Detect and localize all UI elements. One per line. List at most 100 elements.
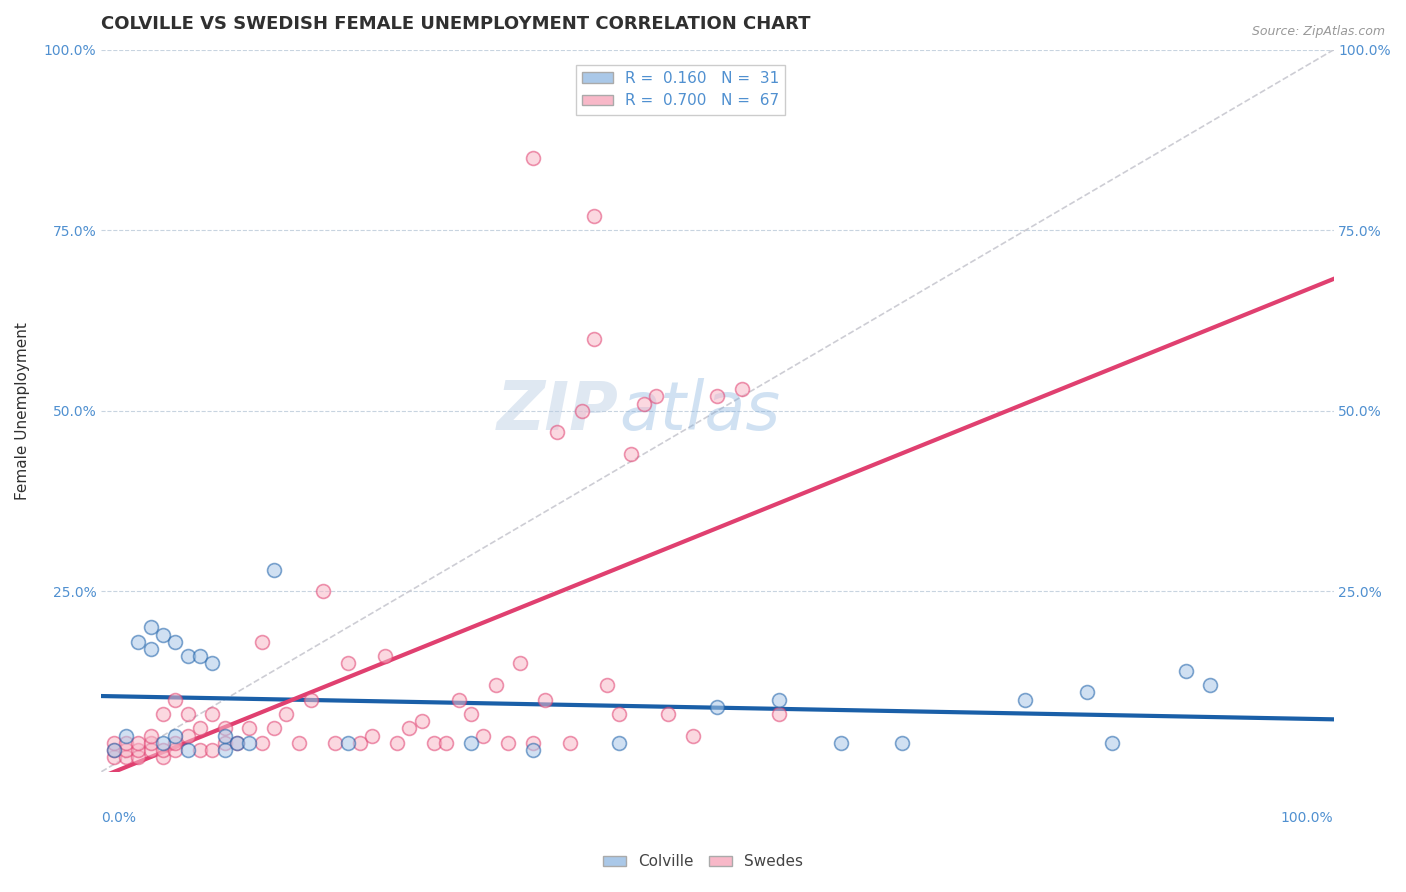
Point — [127, 743, 149, 757]
Point — [201, 657, 224, 671]
Point — [176, 706, 198, 721]
Point — [522, 743, 544, 757]
Point — [250, 634, 273, 648]
Point — [214, 722, 236, 736]
Point — [633, 396, 655, 410]
Point — [830, 736, 852, 750]
Point — [152, 627, 174, 641]
Point — [103, 750, 125, 764]
Point — [225, 736, 247, 750]
Point — [127, 634, 149, 648]
Text: atlas: atlas — [619, 378, 780, 443]
Point — [485, 678, 508, 692]
Point — [139, 642, 162, 657]
Point — [558, 736, 581, 750]
Point — [546, 425, 568, 440]
Point — [583, 332, 606, 346]
Point — [214, 743, 236, 757]
Point — [250, 736, 273, 750]
Point — [571, 404, 593, 418]
Point — [139, 736, 162, 750]
Point — [509, 657, 531, 671]
Point — [1014, 692, 1036, 706]
Point — [201, 743, 224, 757]
Point — [263, 722, 285, 736]
Point — [336, 736, 359, 750]
Point — [152, 736, 174, 750]
Point — [139, 729, 162, 743]
Point — [472, 729, 495, 743]
Point — [460, 706, 482, 721]
Text: Source: ZipAtlas.com: Source: ZipAtlas.com — [1251, 25, 1385, 38]
Point — [165, 634, 187, 648]
Point — [287, 736, 309, 750]
Point — [706, 389, 728, 403]
Point — [152, 750, 174, 764]
Point — [447, 692, 470, 706]
Point — [263, 563, 285, 577]
Point — [361, 729, 384, 743]
Point — [225, 736, 247, 750]
Point — [374, 649, 396, 664]
Point — [214, 736, 236, 750]
Point — [325, 736, 347, 750]
Point — [1101, 736, 1123, 750]
Point — [176, 743, 198, 757]
Point — [1076, 685, 1098, 699]
Point — [299, 692, 322, 706]
Point — [1174, 664, 1197, 678]
Text: ZIP: ZIP — [496, 378, 619, 443]
Point — [891, 736, 914, 750]
Point — [583, 209, 606, 223]
Point — [682, 729, 704, 743]
Point — [657, 706, 679, 721]
Point — [1199, 678, 1222, 692]
Point — [349, 736, 371, 750]
Point — [103, 743, 125, 757]
Point — [165, 692, 187, 706]
Point — [127, 750, 149, 764]
Point — [336, 657, 359, 671]
Legend: Colville, Swedes: Colville, Swedes — [598, 848, 808, 875]
Point — [176, 729, 198, 743]
Point — [607, 706, 630, 721]
Point — [103, 743, 125, 757]
Point — [238, 736, 260, 750]
Point — [188, 649, 211, 664]
Point — [214, 729, 236, 743]
Point — [238, 722, 260, 736]
Point — [165, 729, 187, 743]
Point — [188, 743, 211, 757]
Point — [607, 736, 630, 750]
Point — [460, 736, 482, 750]
Point — [644, 389, 666, 403]
Point — [731, 382, 754, 396]
Point — [188, 722, 211, 736]
Point — [139, 743, 162, 757]
Point — [276, 706, 298, 721]
Point — [115, 750, 138, 764]
Point — [152, 743, 174, 757]
Point — [115, 736, 138, 750]
Point — [385, 736, 408, 750]
Text: 0.0%: 0.0% — [101, 812, 136, 825]
Legend: R =  0.160   N =  31, R =  0.700   N =  67: R = 0.160 N = 31, R = 0.700 N = 67 — [576, 65, 785, 114]
Point — [411, 714, 433, 728]
Point — [706, 699, 728, 714]
Point — [115, 743, 138, 757]
Point — [398, 722, 420, 736]
Point — [103, 736, 125, 750]
Point — [152, 706, 174, 721]
Point — [434, 736, 457, 750]
Point — [496, 736, 519, 750]
Point — [522, 151, 544, 165]
Point — [165, 743, 187, 757]
Point — [522, 736, 544, 750]
Text: COLVILLE VS SWEDISH FEMALE UNEMPLOYMENT CORRELATION CHART: COLVILLE VS SWEDISH FEMALE UNEMPLOYMENT … — [101, 15, 811, 33]
Point — [115, 729, 138, 743]
Point — [595, 678, 617, 692]
Point — [127, 736, 149, 750]
Text: 100.0%: 100.0% — [1281, 812, 1333, 825]
Point — [768, 692, 790, 706]
Point — [176, 649, 198, 664]
